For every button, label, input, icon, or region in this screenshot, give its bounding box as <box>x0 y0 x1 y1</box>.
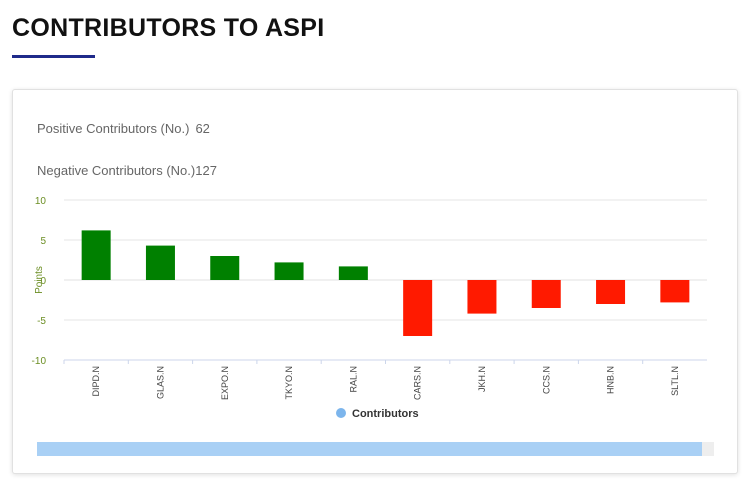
x-tick-label: TKYO.N <box>284 366 294 400</box>
y-tick-label: 10 <box>35 196 47 207</box>
bar-jkh-n <box>467 280 497 314</box>
x-tick-label: CARS.N <box>413 366 423 400</box>
positive-contributors: Positive Contributors (No.) 62 <box>37 121 210 136</box>
negative-contributors-value: 127 <box>195 163 217 178</box>
bar-sltl-n <box>660 280 690 303</box>
title-underline <box>12 55 95 58</box>
positive-contributors-value: 62 <box>195 121 210 136</box>
bar-cars-n <box>403 280 433 336</box>
contributors-card: Positive Contributors (No.) 62 Negative C… <box>12 89 738 474</box>
chart-scrollbar-thumb[interactable] <box>37 442 702 456</box>
y-axis-title: Points <box>34 266 45 294</box>
bar-ccs-n <box>531 280 561 308</box>
x-tick-label: GLAS.N <box>155 366 165 399</box>
x-tick-label: HNB.N <box>606 366 616 394</box>
chart-scrollbar[interactable] <box>37 442 714 456</box>
bar-glas-n <box>145 245 175 280</box>
y-tick-label: -10 <box>32 356 47 367</box>
bar-dipd-n <box>81 230 111 280</box>
legend-marker <box>336 408 346 418</box>
bar-hnb-n <box>596 280 626 304</box>
x-tick-label: CCS.N <box>541 366 551 394</box>
y-tick-label: -5 <box>37 316 46 327</box>
bar-ral-n <box>338 266 368 280</box>
negative-contributors-label: Negative Contributors (No.) <box>37 163 196 178</box>
legend-label-contributors: Contributors <box>352 408 419 420</box>
y-tick-label: 0 <box>40 276 46 287</box>
bar-expo-n <box>210 256 240 280</box>
x-tick-label: RAL.N <box>348 366 358 393</box>
bar-tkyo-n <box>274 262 304 280</box>
x-tick-label: EXPO.N <box>220 366 230 400</box>
x-tick-label: DIPD.N <box>91 366 101 397</box>
positive-contributors-label: Positive Contributors (No.) <box>37 121 190 136</box>
page-title: CONTRIBUTORS TO ASPI <box>12 14 325 42</box>
y-tick-label: 5 <box>40 236 46 247</box>
contributors-chart: 10 5 0 -5 -10 Points DIPD.N GLAS.N EXPO.N TKYO.N R… <box>32 196 707 420</box>
x-tick-label: JKH.N <box>477 366 487 392</box>
negative-contributors: Negative Contributors (No.)127 <box>37 163 217 178</box>
x-tick-label: SLTL.N <box>670 366 680 396</box>
